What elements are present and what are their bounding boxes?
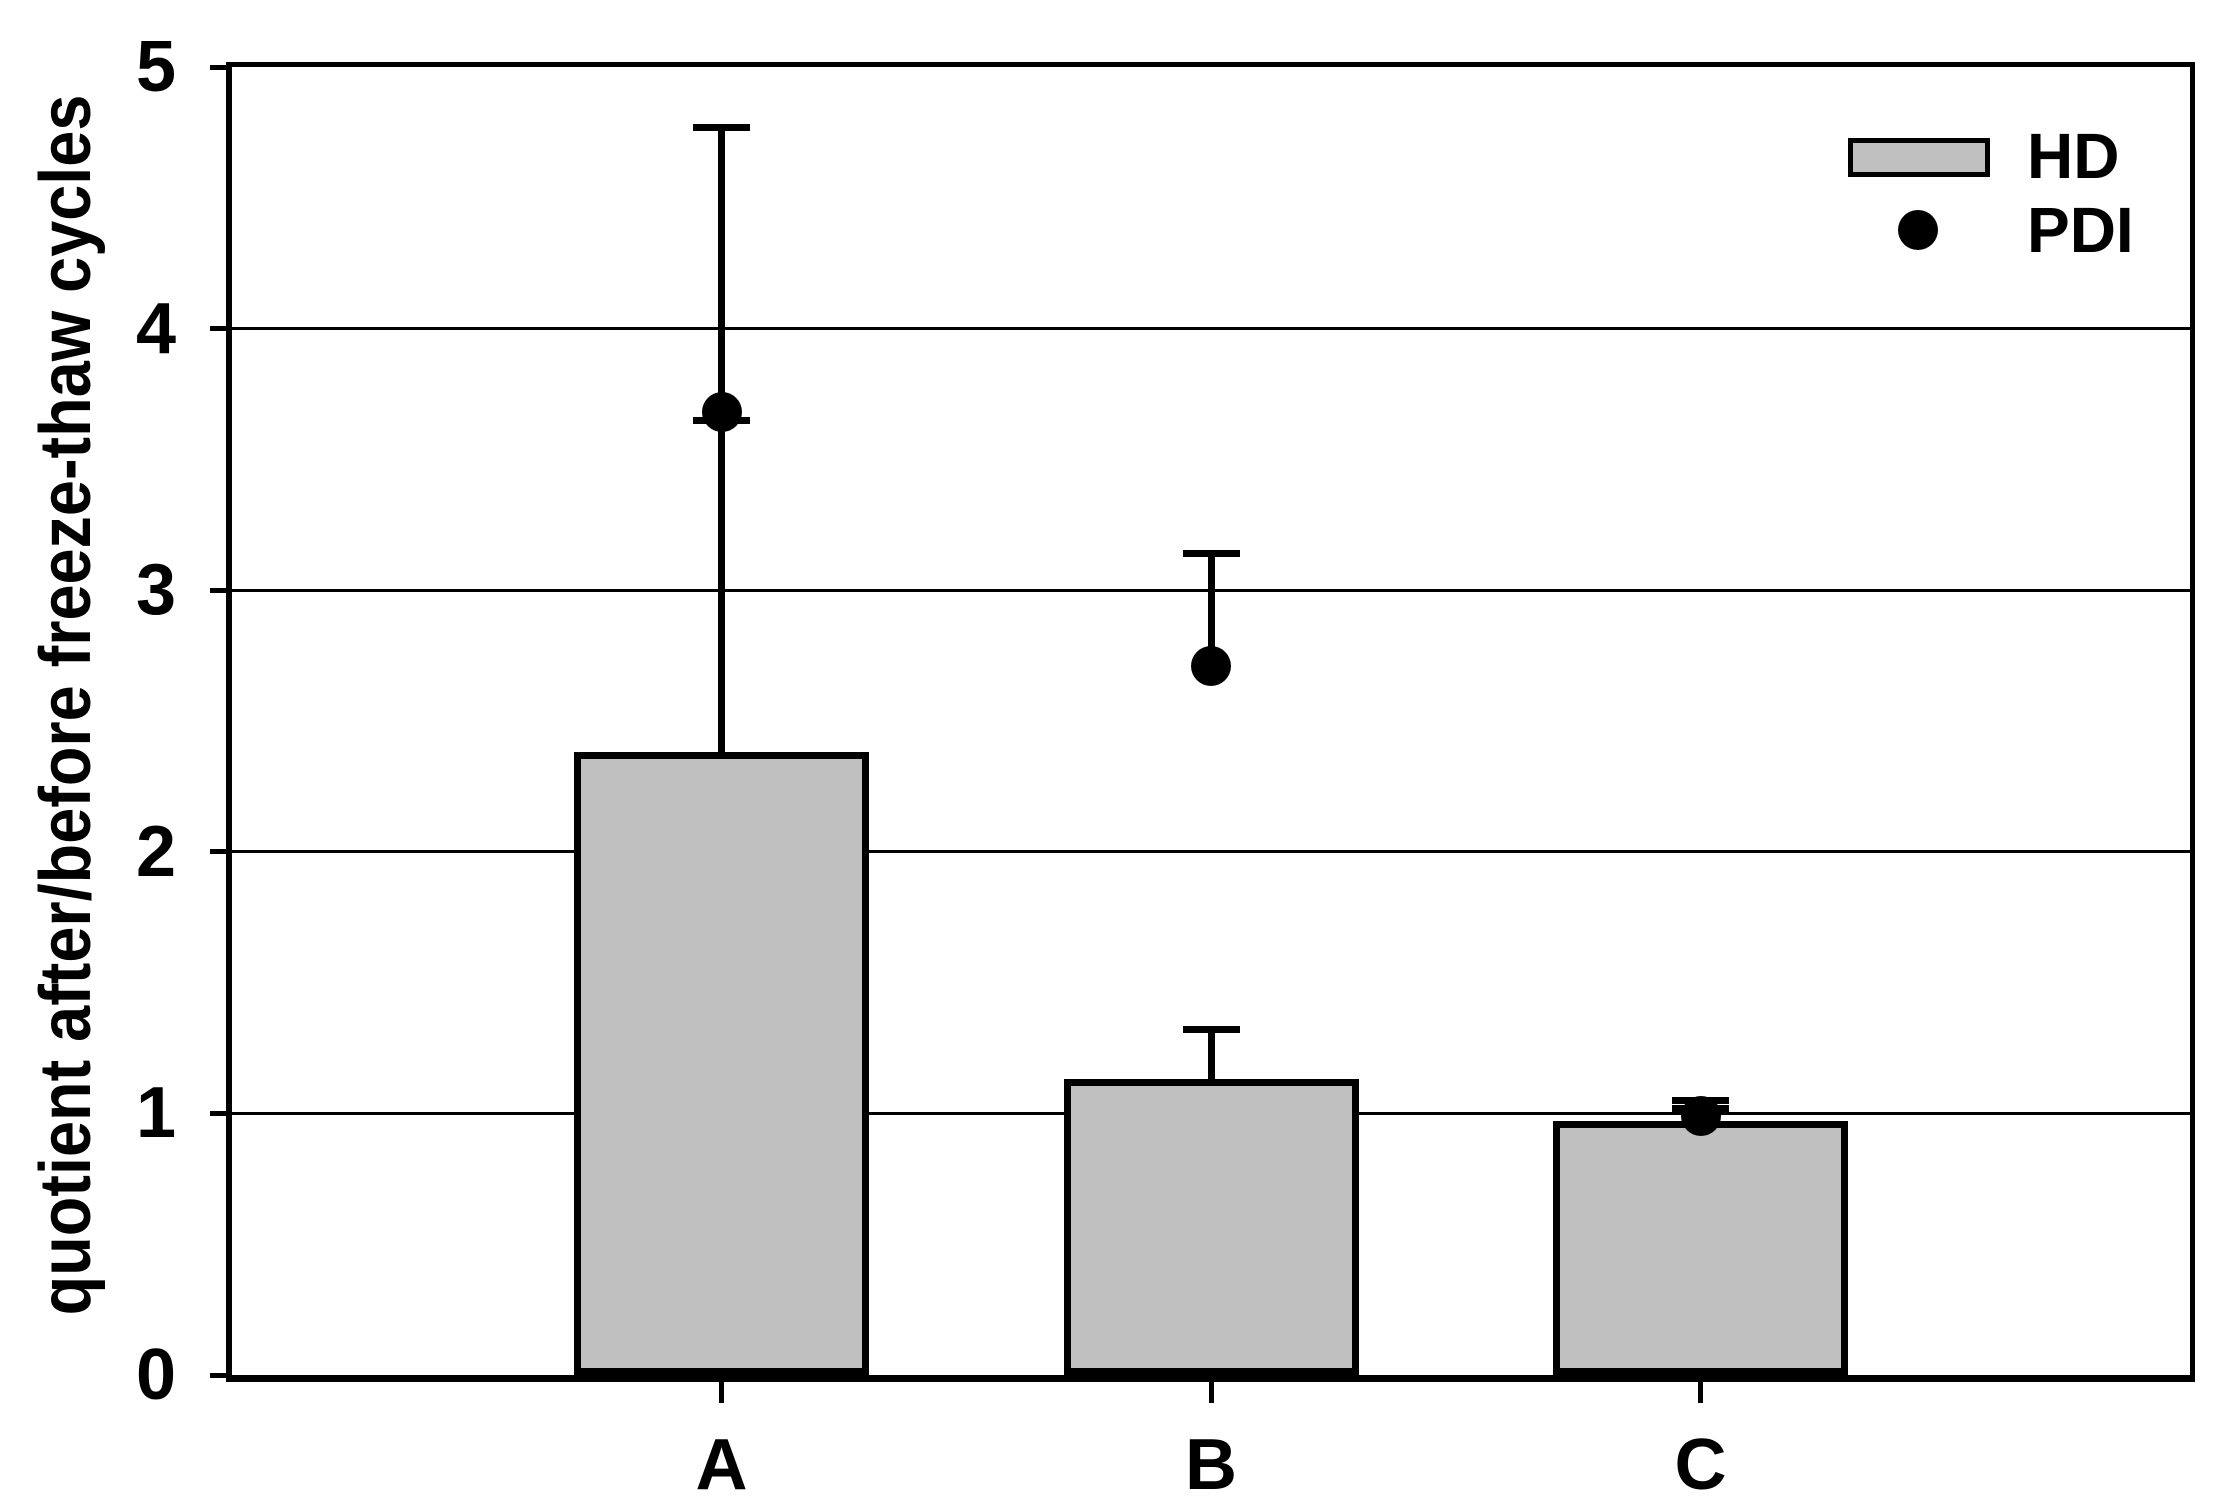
- hd-error-cap-B: [1182, 1026, 1240, 1034]
- legend: HD PDI: [1848, 120, 2208, 291]
- pdi-error-line-up-B: [1207, 553, 1215, 667]
- y-tick-1: [210, 1110, 232, 1116]
- pdi-error-cap-up-B: [1182, 550, 1240, 558]
- x-tick-C: [1698, 1379, 1703, 1403]
- y-tick-label-4: 4: [135, 288, 176, 369]
- category-label-C: C: [1674, 1425, 1727, 1505]
- y-tick-label-5: 5: [135, 27, 176, 107]
- y-tick-label-0: 0: [135, 1335, 176, 1415]
- category-label-A: A: [695, 1425, 748, 1505]
- pdi-dot-swatch: [1898, 210, 1938, 250]
- legend-label-hd: HD: [2027, 120, 2120, 192]
- y-tick-label-3: 3: [135, 550, 176, 631]
- x-tick-A: [719, 1379, 724, 1403]
- y-tick-4: [210, 326, 232, 332]
- y-tick-label-1: 1: [135, 1073, 176, 1154]
- hd-error-cap-A: [693, 123, 750, 131]
- bar-B: [1063, 1079, 1359, 1375]
- x-tick-B: [1208, 1379, 1214, 1403]
- pdi-dot-B: [1191, 646, 1231, 687]
- bar-A: [574, 752, 869, 1375]
- hd-error-line-A: [718, 127, 725, 753]
- y-axis-title: quotient after/before freeze-thaw cycles: [26, 94, 106, 1316]
- category-label-B: B: [1185, 1425, 1237, 1505]
- legend-label-pdi: PDI: [2027, 194, 2134, 266]
- y-tick-3: [210, 587, 232, 593]
- pdi-dot-C: [1680, 1096, 1721, 1137]
- y-tick-5: [210, 64, 232, 70]
- gridline-2: [232, 850, 2190, 854]
- bar-C: [1553, 1121, 1848, 1375]
- y-tick-2: [210, 849, 232, 855]
- pdi-dot-A: [701, 392, 742, 433]
- hd-error-line-B: [1207, 1029, 1215, 1080]
- hd-bar-swatch: [1848, 138, 1990, 177]
- y-tick-label-2: 2: [135, 811, 176, 892]
- gridline-4: [232, 327, 2190, 331]
- y-tick-0: [210, 1372, 232, 1378]
